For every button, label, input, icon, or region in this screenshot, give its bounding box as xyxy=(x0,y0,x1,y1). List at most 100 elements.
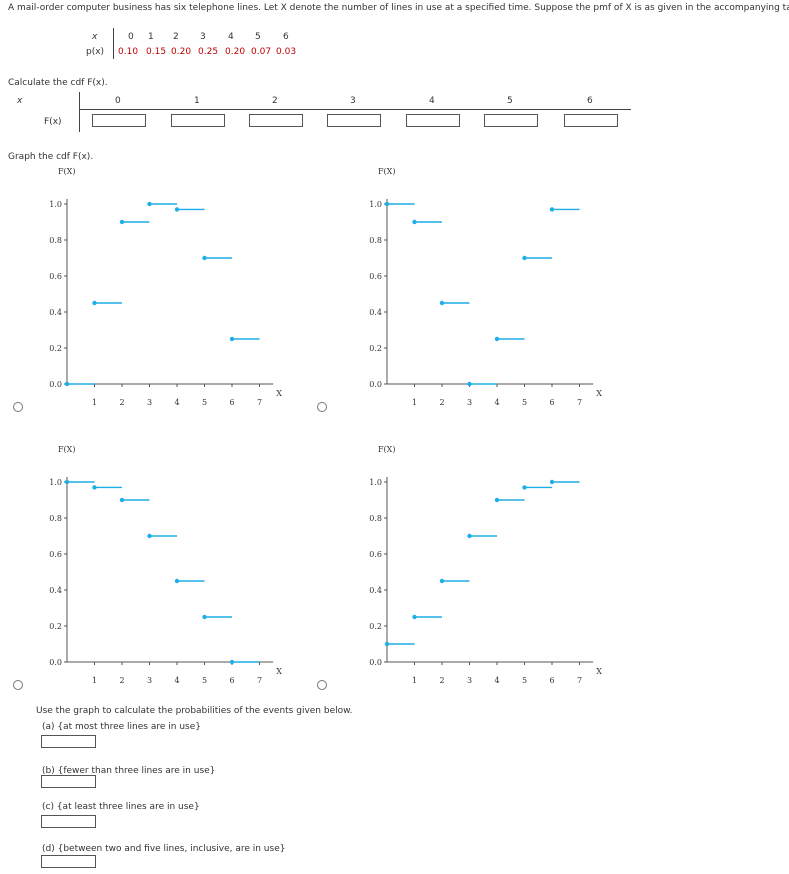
x-tick-label: 5 xyxy=(522,398,527,407)
cdf-input-3[interactable] xyxy=(327,114,381,127)
questions-prompt: Use the graph to calculate the probabili… xyxy=(36,706,353,716)
x-axis-label: X xyxy=(276,667,282,676)
y-tick-label: 1.0 xyxy=(369,200,382,209)
pmf-p-value: 0.07 xyxy=(251,47,272,57)
x-tick-label: 2 xyxy=(439,676,444,685)
question-c-label: (c) {at least three lines are in use} xyxy=(42,802,200,812)
x-tick-label: 2 xyxy=(119,676,124,685)
cdf-input-5[interactable] xyxy=(484,114,538,127)
step-point xyxy=(92,485,97,490)
y-tick-label: 0.2 xyxy=(49,344,62,353)
graph-option-4-radio[interactable] xyxy=(317,680,327,690)
step-point xyxy=(467,533,472,539)
x-tick-label: 5 xyxy=(522,676,527,685)
cdf-divider-v xyxy=(79,92,80,132)
question-b-input[interactable] xyxy=(41,775,96,788)
pmf-x-value: 5 xyxy=(255,32,261,42)
x-tick-label: 3 xyxy=(147,398,152,407)
x-tick-label: 2 xyxy=(119,398,124,407)
x-tick-label: 5 xyxy=(202,676,207,685)
x-tick-label: 3 xyxy=(467,398,472,407)
y-tick-label: 1.0 xyxy=(369,478,382,487)
question-a-input[interactable] xyxy=(41,735,96,748)
pmf-x-value: 0 xyxy=(128,32,134,42)
x-tick-label: 7 xyxy=(257,398,262,407)
question-d-input[interactable] xyxy=(41,855,96,868)
x-tick-label: 7 xyxy=(577,398,582,407)
graph-option-3: F(X) X 0.0 0.2 0.4 0.6 0.8 1.0 1 2 3 4 5 6 7 xyxy=(0,442,300,692)
cdf-x-value: 5 xyxy=(507,96,513,106)
y-tick-label: 0.2 xyxy=(369,622,382,631)
x-tick-label: 1 xyxy=(412,398,417,407)
pmf-p-value: 0.25 xyxy=(198,47,219,57)
y-tick-label: 0.0 xyxy=(369,380,382,389)
step-point xyxy=(384,201,390,207)
pmf-x-value: 2 xyxy=(173,32,179,42)
step-point xyxy=(229,659,235,665)
cdf-input-6[interactable] xyxy=(564,114,618,127)
cdf-x-value: 6 xyxy=(587,96,593,106)
x-tick-label: 1 xyxy=(92,676,97,685)
y-tick-label: 0.0 xyxy=(49,658,62,667)
graph-option-4: F(X) X 0.0 0.2 0.4 0.6 0.8 1.0 1 2 3 4 5 6 7 xyxy=(320,442,620,692)
cdf-chart: F(X) X 0.0 0.2 0.4 0.6 0.8 1.0 1 2 3 4 5 6 7 xyxy=(49,167,282,407)
y-tick-label: 0.4 xyxy=(49,308,62,317)
cdf-prompt: Calculate the cdf F(x). xyxy=(8,78,108,88)
question-d-label: (d) {between two and five lines, inclusi… xyxy=(42,844,286,854)
x-axis-label: X xyxy=(596,667,602,676)
y-tick-label: 0.6 xyxy=(49,272,62,281)
cdf-input-4[interactable] xyxy=(406,114,460,127)
graph-prompt: Graph the cdf F(x). xyxy=(8,152,94,162)
x-tick-label: 4 xyxy=(174,676,179,685)
step-point xyxy=(147,201,152,207)
x-tick-label: 6 xyxy=(549,676,554,685)
graph-option-2-radio[interactable] xyxy=(317,402,327,412)
step-point xyxy=(522,255,527,261)
graph-option-2: F(X) X 0.0 0.2 0.4 0.6 0.8 1.0 1 2 3 4 5 6 7 xyxy=(320,164,620,414)
y-tick-label: 0.4 xyxy=(369,586,382,595)
pmf-x-value: 3 xyxy=(200,32,206,42)
y-axis-label: F(X) xyxy=(58,167,76,176)
cdf-chart: F(X) X 0.0 0.2 0.4 0.6 0.8 1.0 1 2 3 4 5 6 7 xyxy=(369,167,602,407)
step-point xyxy=(494,336,500,342)
step-point xyxy=(174,578,180,584)
step-point xyxy=(119,219,125,225)
pmf-x-label: x xyxy=(92,32,98,42)
graph-option-3-radio[interactable] xyxy=(13,680,23,690)
y-axis-label: F(X) xyxy=(58,445,76,454)
pmf-x-value: 1 xyxy=(148,32,154,42)
y-tick-label: 0.6 xyxy=(369,272,382,281)
x-tick-label: 4 xyxy=(494,398,499,407)
cdf-x-value: 4 xyxy=(429,96,435,106)
step-point xyxy=(549,207,555,212)
step-point xyxy=(147,533,152,539)
question-c-input[interactable] xyxy=(41,815,96,828)
y-axis-label: F(X) xyxy=(378,445,396,454)
y-tick-label: 0.8 xyxy=(49,514,62,523)
pmf-p-label: p(x) xyxy=(86,47,105,57)
step-point xyxy=(412,614,417,620)
cdf-input-1[interactable] xyxy=(171,114,225,127)
pmf-p-value: 0.10 xyxy=(118,47,139,57)
step-point xyxy=(202,614,207,620)
step-point xyxy=(229,336,235,342)
x-tick-label: 5 xyxy=(202,398,207,407)
cdf-input-0[interactable] xyxy=(92,114,146,127)
x-tick-label: 7 xyxy=(577,676,582,685)
x-tick-label: 3 xyxy=(147,676,152,685)
step-point xyxy=(467,381,472,387)
step-point xyxy=(494,497,500,503)
cdf-chart: F(X) X 0.0 0.2 0.4 0.6 0.8 1.0 1 2 3 4 5 6 7 xyxy=(49,445,282,685)
pmf-x-value: 4 xyxy=(228,32,234,42)
x-axis-label: X xyxy=(276,389,282,398)
y-tick-label: 0.0 xyxy=(49,380,62,389)
pmf-p-value: 0.20 xyxy=(225,47,246,57)
cdf-chart: F(X) X 0.0 0.2 0.4 0.6 0.8 1.0 1 2 3 4 5 6 7 xyxy=(369,445,602,685)
graph-option-1-radio[interactable] xyxy=(13,402,23,412)
step-point xyxy=(92,300,97,306)
x-tick-label: 2 xyxy=(439,398,444,407)
pmf-p-value: 0.20 xyxy=(171,47,192,57)
cdf-input-2[interactable] xyxy=(249,114,303,127)
x-axis-label: X xyxy=(596,389,602,398)
pmf-divider xyxy=(113,28,114,59)
